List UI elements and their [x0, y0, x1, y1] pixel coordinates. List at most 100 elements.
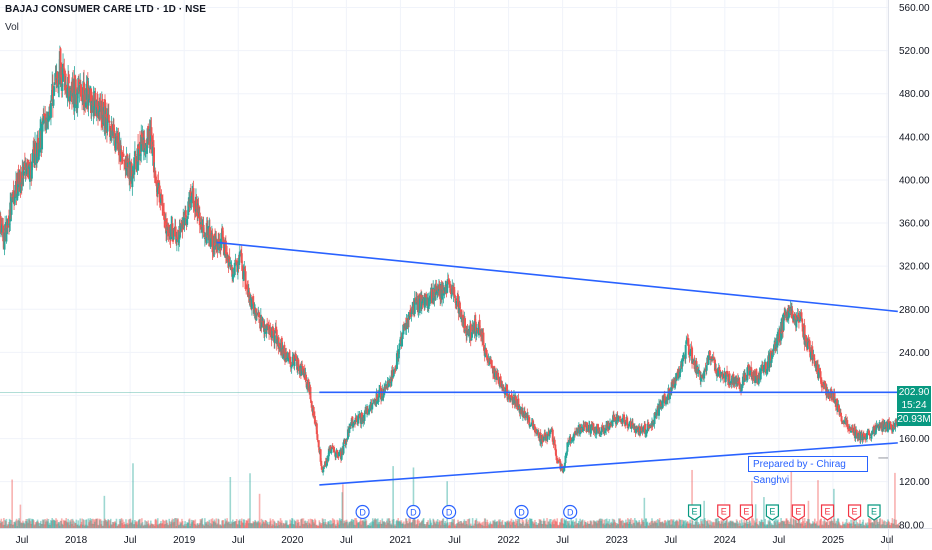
volume-bar: [815, 523, 817, 528]
volume-bar: [237, 524, 239, 528]
candle-body: [883, 423, 886, 424]
candle-body: [170, 223, 173, 240]
candle-body: [808, 340, 811, 352]
price-axis[interactable]: 80.00120.00160.00200.00240.00280.00320.0…: [899, 3, 930, 531]
candle-body: [557, 461, 560, 462]
time-axis[interactable]: Jul 2018 Jul 2019 Jul 2020 Jul 2021 Jul 2022 Jul 20…: [16, 535, 894, 546]
volume-bar: [792, 518, 794, 528]
volume-bar: [677, 521, 679, 528]
candle-body: [433, 291, 436, 301]
candle-body: [720, 371, 723, 375]
volume-bar: [490, 524, 492, 528]
volume-bar: [309, 523, 311, 528]
candle-body: [249, 299, 252, 301]
candle-body: [517, 398, 520, 410]
candle-body: [69, 88, 72, 94]
trendlines[interactable]: [0, 241, 898, 486]
volume-bar: [199, 519, 202, 528]
candle-body: [145, 145, 148, 154]
volume-bar: [92, 518, 94, 528]
volume-bar: [399, 522, 402, 528]
candle-body: [493, 372, 496, 378]
price-tick-label: 240.00: [899, 348, 930, 359]
candle-body: [228, 256, 231, 263]
trendline: [319, 442, 898, 486]
volume-bar: [215, 518, 218, 528]
volume-bar: [318, 520, 321, 528]
volume-bar: [251, 523, 254, 528]
volume-bar: [892, 523, 895, 528]
volume-bar: [843, 524, 845, 528]
volume-bar: [712, 522, 715, 528]
volume-bar: [97, 525, 100, 528]
author-annotation[interactable]: Prepared by - Chirag Sanghvi: [748, 456, 868, 486]
candle-body: [626, 417, 629, 425]
volume-bar: [426, 522, 428, 528]
volume-bar: [197, 525, 200, 528]
volume-bar: [563, 518, 566, 528]
volume-bar: [645, 518, 648, 528]
candle-body: [514, 396, 517, 401]
volume-bar: [765, 524, 768, 528]
candle-body: [6, 219, 9, 226]
volume-bar: [234, 521, 237, 528]
candle-body: [271, 328, 274, 331]
candle-body: [392, 369, 395, 377]
volume-bar: [276, 525, 279, 528]
volume-bar: [878, 521, 880, 528]
candle-body: [429, 298, 432, 302]
volume-bar: [121, 522, 123, 528]
volume-bar: [45, 521, 47, 528]
volume-bar: [201, 518, 204, 528]
volume-bar: [60, 518, 63, 528]
candle-body: [84, 94, 87, 108]
volume-bar: [763, 524, 766, 528]
candle-body: [380, 387, 383, 400]
candle-body: [420, 297, 423, 309]
volume-bar: [417, 525, 420, 528]
volume-bar: [506, 521, 509, 528]
volume-bar: [737, 523, 739, 528]
volume-bar: [361, 520, 364, 528]
volume-bar: [642, 521, 645, 528]
volume-bar: [138, 519, 141, 528]
volume-bar: [628, 519, 630, 528]
volume-bar: [876, 519, 878, 528]
candle-body: [562, 468, 565, 472]
volume-bar: [868, 518, 870, 528]
candle-body: [410, 312, 413, 315]
volume-bar: [512, 520, 515, 528]
candle-body: [201, 226, 204, 233]
volume-bar: [289, 523, 292, 528]
volume-bar: [574, 524, 577, 528]
volume-bar: [546, 524, 549, 528]
volume-bar: [339, 519, 342, 528]
candle-body: [456, 294, 459, 307]
volume-bar: [568, 520, 571, 528]
candle-body: [398, 343, 401, 350]
candle-body: [41, 120, 44, 123]
volume-bar: [129, 519, 131, 528]
candle-body: [813, 361, 816, 367]
candle-body: [497, 378, 500, 384]
volume-bar: [632, 523, 635, 528]
volume-bar: [578, 520, 580, 528]
volume-bar: [305, 523, 307, 528]
volume-bar: [360, 524, 363, 528]
volume-bar: [88, 522, 90, 528]
candle-body: [846, 425, 849, 430]
volume-bar: [160, 523, 163, 528]
volume-bar: [73, 521, 76, 528]
volume-bar: [869, 522, 871, 528]
volume-bar: [864, 522, 867, 528]
volume-bar: [847, 523, 849, 528]
volume-bar: [473, 525, 475, 528]
volume-bar: [570, 518, 573, 528]
volume-bar: [544, 523, 547, 528]
volume-bar: [251, 523, 253, 528]
candle-body: [278, 343, 281, 348]
volume-bar: [879, 518, 882, 528]
